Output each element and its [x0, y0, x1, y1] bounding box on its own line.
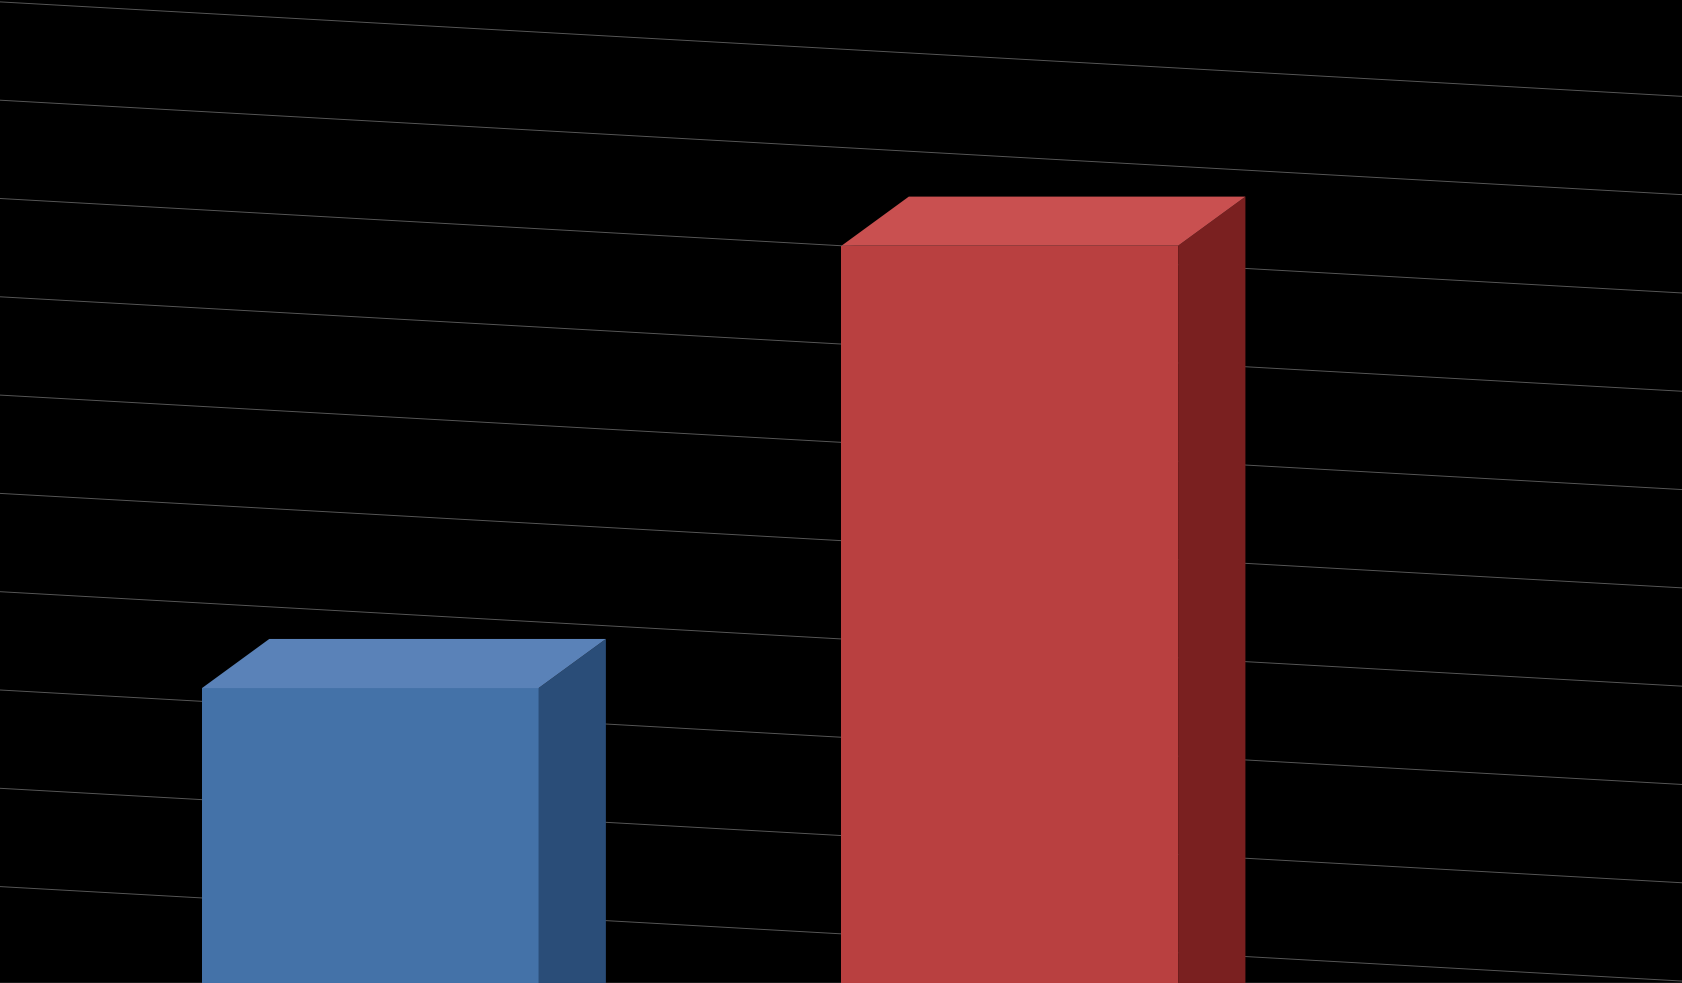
Polygon shape: [841, 197, 1245, 246]
Polygon shape: [1177, 197, 1245, 983]
Polygon shape: [538, 639, 606, 983]
Polygon shape: [202, 688, 538, 983]
Polygon shape: [202, 639, 606, 688]
Polygon shape: [841, 246, 1177, 983]
